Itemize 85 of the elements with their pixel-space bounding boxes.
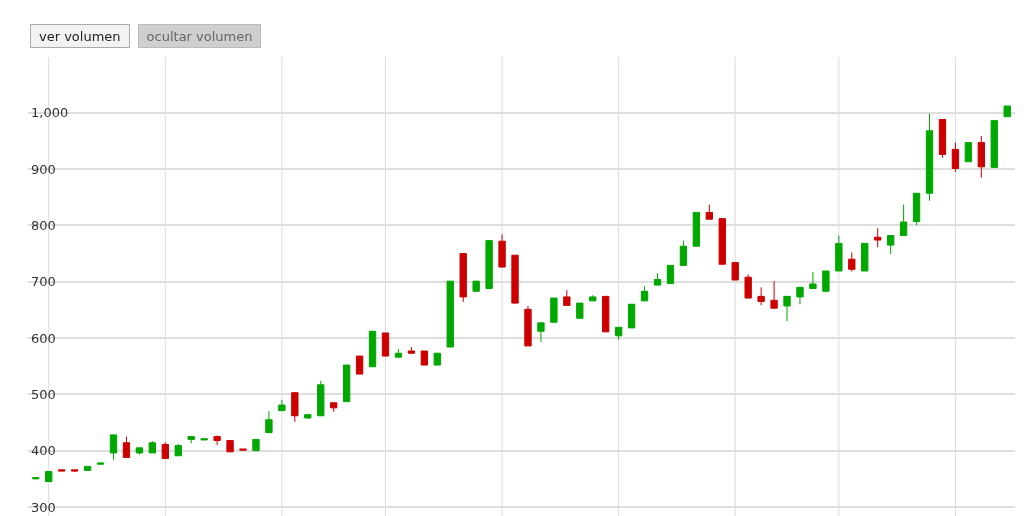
candlestick [317, 380, 325, 417]
candlestick [990, 120, 998, 168]
candlestick [640, 285, 649, 302]
candlestick [692, 211, 701, 247]
candlestick [602, 295, 610, 333]
candlestick [200, 438, 208, 441]
text: ocultar volumen [137, 24, 262, 48]
candlestick [446, 280, 454, 348]
candlestick [938, 119, 947, 159]
y-tick-label: 700 [31, 274, 56, 290]
candlestick [511, 254, 519, 304]
candlestick [757, 286, 765, 306]
text: ver volumen [30, 24, 130, 48]
candlestick [83, 465, 92, 471]
candlestick [148, 440, 157, 454]
candlestick [265, 410, 273, 434]
candlestick [899, 204, 908, 237]
candlestick [381, 332, 390, 357]
candlestick [355, 355, 364, 375]
candlestick [459, 253, 467, 303]
candlestick [614, 326, 623, 341]
candlestick [278, 399, 286, 412]
candlestick [304, 414, 312, 420]
candlestick [96, 462, 105, 465]
candlestick [537, 322, 545, 343]
candlestick [731, 262, 739, 281]
candlestick [796, 286, 804, 305]
candlestick [226, 440, 234, 453]
candlestick [653, 272, 662, 286]
candlestick [705, 204, 713, 220]
y-tick-label: 500 [31, 386, 56, 402]
candlestick [563, 289, 571, 306]
candlestick [822, 270, 830, 292]
candlestick [524, 305, 532, 347]
candlestick [1003, 105, 1011, 118]
candlestick [951, 142, 960, 173]
candlestick [70, 469, 79, 473]
candlestick [718, 218, 726, 265]
candlestick [848, 251, 856, 273]
candlestick [835, 235, 843, 272]
candlestick [433, 352, 441, 366]
candlestick [109, 434, 118, 461]
candlestick [861, 242, 869, 272]
candlestick [407, 346, 416, 354]
candlestick [576, 302, 584, 319]
candlestick [485, 239, 493, 289]
y-tick-label: 400 [31, 443, 56, 459]
candlestick [330, 402, 338, 413]
candlestick [122, 436, 131, 458]
candlestick [770, 280, 778, 309]
candlestick [161, 441, 169, 460]
candlestick [874, 227, 882, 248]
candlestick [550, 297, 558, 323]
candlestick [977, 135, 985, 179]
candlestick [964, 142, 973, 163]
candlestick [925, 113, 934, 202]
candlestick [679, 240, 688, 266]
candlestick [666, 264, 675, 284]
candlestick [394, 348, 403, 358]
candlestick [498, 233, 506, 268]
candlestick [472, 280, 480, 292]
candlestick [239, 448, 247, 451]
candlestick [809, 271, 817, 289]
candlestick [342, 364, 351, 403]
candlestick [368, 330, 377, 368]
y-tick-label: 300 [31, 499, 56, 515]
candlestick [744, 273, 752, 299]
y-tick-label: 600 [31, 330, 56, 346]
candlestick [420, 350, 429, 366]
candlestick [187, 436, 195, 444]
candlestick [589, 294, 597, 302]
candlestick [213, 434, 221, 446]
y-tick-label: 800 [31, 217, 56, 233]
candlestick [58, 468, 66, 472]
candlestick [174, 443, 182, 457]
y-tick-label: 1,000 [31, 105, 69, 121]
candlestick [135, 447, 144, 456]
candlestick [912, 192, 921, 226]
candlestick [627, 303, 636, 329]
candlestick [45, 471, 53, 483]
candlestick [783, 295, 791, 322]
candlestick [252, 438, 260, 452]
candlestick [886, 235, 895, 255]
candlestick [291, 392, 299, 423]
y-tick-label: 900 [31, 161, 56, 177]
